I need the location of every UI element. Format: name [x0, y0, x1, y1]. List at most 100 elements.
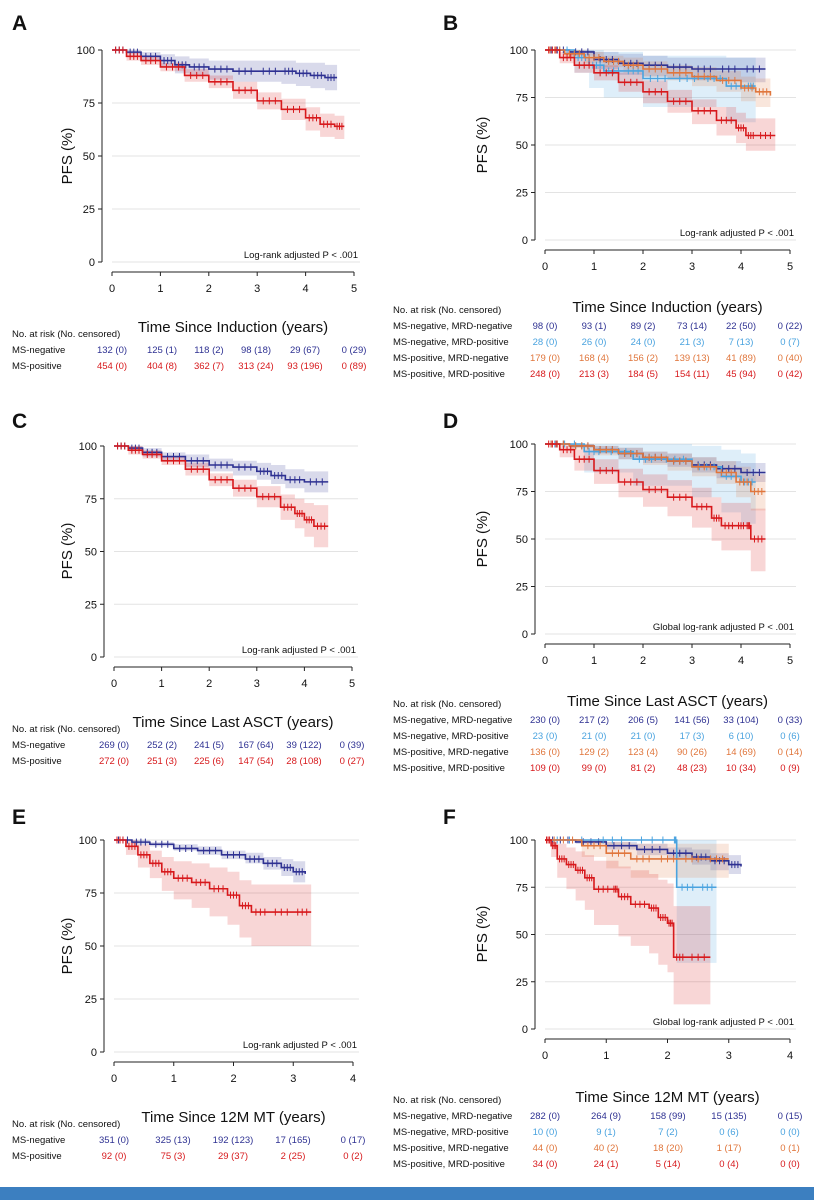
y-tick-label: 75 — [516, 882, 528, 894]
risk-row-label: MS-negative, MRD-positive — [393, 337, 509, 348]
risk-cell: 0 (40) — [778, 353, 803, 364]
ci-band — [545, 444, 766, 482]
risk-table-header: No. at risk (No. censored) — [393, 305, 501, 316]
risk-cell: 0 (89) — [342, 361, 367, 372]
risk-table: No. at risk (No. censored) MS-negative 351… — [12, 1119, 365, 1162]
panel-letter: A — [12, 12, 27, 35]
risk-row-label: MS-positive, MRD-negative — [393, 747, 509, 758]
x-tick-label: 0 — [111, 678, 117, 690]
x-tick-label: 0 — [542, 1050, 548, 1062]
ci-band — [545, 444, 766, 511]
risk-row-label: MS-negative — [12, 1135, 65, 1146]
risk-row-label: MS-negative, MRD-negative — [393, 1111, 512, 1122]
y-tick-label: 50 — [516, 534, 528, 546]
risk-cell: 90 (26) — [677, 747, 707, 758]
risk-cell: 40 (2) — [594, 1143, 619, 1154]
panel-e: E 0 25 50 75 100 0 1 2 3 4 PFS (%) Time Since 12M MT… — [12, 806, 365, 1162]
risk-cell: 217 (2) — [579, 715, 609, 726]
risk-cell: 6 (10) — [729, 731, 754, 742]
risk-cell: 17 (3) — [680, 731, 705, 742]
risk-cell: 123 (4) — [628, 747, 658, 758]
risk-cell: 18 (20) — [653, 1143, 683, 1154]
panel-letter: C — [12, 410, 27, 433]
risk-cell: 225 (6) — [194, 756, 224, 767]
y-axis-title: PFS (%) — [474, 511, 491, 568]
x-tick-label: 5 — [349, 678, 355, 690]
risk-cell: 0 (6) — [719, 1127, 739, 1138]
risk-row-label: MS-positive, MRD-positive — [393, 1159, 505, 1170]
x-tick-label: 2 — [206, 678, 212, 690]
risk-cell: 10 (34) — [726, 763, 756, 774]
risk-row-label: MS-positive, MRD-positive — [393, 369, 505, 380]
x-axis-title: Time Since Last ASCT (years) — [133, 714, 334, 731]
y-tick-label: 50 — [516, 140, 528, 152]
ci-band — [545, 840, 741, 876]
risk-cell: 184 (5) — [628, 369, 658, 380]
x-tick-label: 1 — [171, 1073, 177, 1085]
survival-curve — [545, 839, 742, 867]
y-tick-label: 25 — [85, 599, 97, 611]
x-tick-label: 3 — [689, 655, 695, 667]
risk-cell: 0 (14) — [778, 747, 803, 758]
x-tick-label: 4 — [303, 283, 309, 295]
risk-cell: 93 (1) — [582, 321, 607, 332]
y-tick-label: 25 — [516, 188, 528, 200]
risk-cell: 325 (13) — [155, 1135, 190, 1146]
risk-cell: 99 (0) — [582, 763, 607, 774]
p-value-label: Log-rank adjusted P < .001 — [243, 1040, 357, 1051]
risk-cell: 39 (122) — [286, 740, 321, 751]
risk-row-label: MS-positive — [12, 756, 62, 767]
ci-band — [114, 446, 329, 548]
risk-cell: 0 (42) — [778, 369, 803, 380]
risk-cell: 313 (24) — [238, 361, 273, 372]
risk-cell: 118 (2) — [194, 345, 223, 356]
survival-curve — [545, 49, 772, 96]
risk-cell: 139 (13) — [674, 353, 709, 364]
risk-cell: 75 (3) — [161, 1151, 186, 1162]
risk-cell: 0 (9) — [780, 763, 800, 774]
y-tick-label: 100 — [79, 835, 97, 847]
p-value-label: Log-rank adjusted P < .001 — [244, 250, 358, 261]
risk-cell: 0 (7) — [780, 337, 800, 348]
y-tick-label: 75 — [516, 93, 528, 105]
risk-table: No. at risk (No. censored) MS-negative 269… — [12, 724, 364, 767]
risk-cell: 98 (0) — [533, 321, 558, 332]
panel-c: C 0 25 50 75 100 0 1 2 3 4 5 PFS (%) Time Since Last … — [12, 410, 364, 767]
risk-cell: 22 (50) — [726, 321, 756, 332]
y-tick-label: 100 — [79, 441, 97, 453]
x-tick-label: 2 — [206, 283, 212, 295]
risk-cell: 34 (0) — [533, 1159, 558, 1170]
footer-bar — [0, 1187, 814, 1200]
p-value-label: Log-rank adjusted P < .001 — [242, 645, 356, 656]
survival-curve — [545, 443, 766, 540]
y-axis-title: PFS (%) — [59, 128, 76, 185]
x-tick-label: 5 — [787, 655, 793, 667]
risk-row-label: MS-negative — [12, 345, 65, 356]
risk-cell: 129 (2) — [579, 747, 609, 758]
risk-cell: 251 (3) — [147, 756, 177, 767]
risk-cell: 21 (0) — [582, 731, 607, 742]
risk-cell: 14 (69) — [726, 747, 756, 758]
risk-cell: 89 (2) — [631, 321, 656, 332]
risk-cell: 44 (0) — [533, 1143, 558, 1154]
risk-cell: 351 (0) — [99, 1135, 129, 1146]
ci-band — [545, 444, 766, 572]
risk-cell: 7 (13) — [729, 337, 754, 348]
risk-table: No. at risk (No. censored) MS-negative 132… — [12, 329, 366, 372]
survival-curve — [114, 445, 329, 527]
risk-cell: 454 (0) — [97, 361, 127, 372]
survival-curve — [545, 839, 729, 860]
risk-row-label: MS-positive — [12, 361, 62, 372]
risk-table-header: No. at risk (No. censored) — [12, 724, 120, 735]
risk-cell: 26 (0) — [582, 337, 607, 348]
x-tick-label: 4 — [787, 1050, 793, 1062]
risk-cell: 192 (123) — [213, 1135, 254, 1146]
risk-table: No. at risk (No. censored) MS-negative, M… — [393, 1095, 802, 1170]
risk-cell: 0 (17) — [341, 1135, 366, 1146]
x-tick-label: 3 — [254, 678, 260, 690]
risk-cell: 10 (0) — [533, 1127, 558, 1138]
x-tick-label: 2 — [664, 1050, 670, 1062]
ci-band — [114, 840, 312, 946]
risk-cell: 93 (196) — [287, 361, 322, 372]
risk-cell: 21 (3) — [680, 337, 705, 348]
